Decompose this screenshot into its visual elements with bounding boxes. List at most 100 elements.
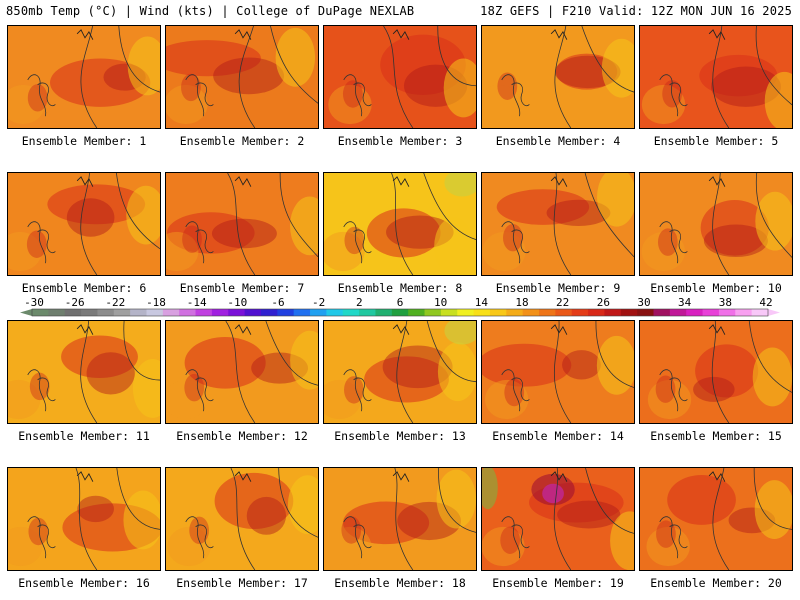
- ensemble-map-7: [165, 172, 319, 276]
- colorbar-swatch: [146, 309, 164, 316]
- ensemble-map-14: [481, 320, 635, 424]
- colorbar-swatch: [735, 309, 753, 316]
- ensemble-member-label-9: Ensemble Member: 9: [495, 281, 621, 295]
- colorbar-swatch: [604, 309, 622, 316]
- colorbar-tick-label: 42: [759, 296, 773, 309]
- colorbar-swatch: [228, 309, 246, 316]
- ensemble-map-12: [165, 320, 319, 424]
- ensemble-member-label-7: Ensemble Member: 7: [179, 281, 305, 295]
- ensemble-map-3: [323, 25, 477, 129]
- colorbar-swatch: [293, 309, 311, 316]
- ensemble-member-label-16: Ensemble Member: 16: [18, 576, 150, 590]
- ensemble-member-label-8: Ensemble Member: 8: [337, 281, 463, 295]
- colorbar-tick-label: 30: [637, 296, 651, 309]
- ensemble-map-19: [481, 467, 635, 571]
- ensemble-map-1: [7, 25, 161, 129]
- ensemble-member-label-4: Ensemble Member: 4: [495, 134, 621, 148]
- colorbar-tick-label: -6: [271, 296, 285, 309]
- ensemble-map-15: [639, 320, 793, 424]
- colorbar-swatch: [81, 309, 98, 316]
- colorbar-tick-label: 18: [515, 296, 529, 309]
- colorbar-swatch: [686, 309, 704, 316]
- colorbar-tick-label: -22: [105, 296, 126, 309]
- colorbar-tick-label: 14: [474, 296, 488, 309]
- ensemble-member-label-15: Ensemble Member: 15: [650, 429, 782, 443]
- colorbar-swatch: [637, 309, 655, 316]
- ensemble-map-8: [323, 172, 477, 276]
- colorbar-tick-label: 38: [718, 296, 732, 309]
- ensemble-member-label-19: Ensemble Member: 19: [492, 576, 624, 590]
- ensemble-map-10: [639, 172, 793, 276]
- ensemble-member-label-2: Ensemble Member: 2: [179, 134, 305, 148]
- colorbar-swatch: [342, 309, 360, 316]
- ensemble-member-label-17: Ensemble Member: 17: [176, 576, 308, 590]
- colorbar-swatch: [32, 309, 49, 316]
- colorbar-tick-label: -14: [186, 296, 207, 309]
- colorbar-swatch: [391, 309, 409, 316]
- colorbar-swatch: [588, 309, 605, 316]
- colorbar-swatch: [457, 309, 475, 316]
- colorbar-swatch: [260, 309, 278, 316]
- colorbar-swatch: [179, 309, 197, 316]
- colorbar-swatch: [97, 309, 115, 316]
- colorbar-tick-label: -2: [312, 296, 326, 309]
- ensemble-map-2: [165, 25, 319, 129]
- colorbar-swatch: [113, 309, 131, 316]
- ensemble-member-label-18: Ensemble Member: 18: [334, 576, 466, 590]
- ensemble-map-4: [481, 25, 635, 129]
- ensemble-member-label-13: Ensemble Member: 13: [334, 429, 466, 443]
- colorbar-swatch: [653, 309, 671, 316]
- colorbar-tick-label: -30: [24, 296, 44, 309]
- colorbar-swatch: [522, 309, 540, 316]
- colorbar-swatch: [669, 309, 687, 316]
- colorbar-tick-label: -10: [227, 296, 248, 309]
- colorbar-swatch: [195, 309, 213, 316]
- colorbar-tick-label: 2: [356, 296, 363, 309]
- colorbar-swatch: [489, 309, 507, 316]
- colorbar-swatch: [555, 309, 573, 316]
- colorbar-swatch: [162, 309, 180, 316]
- colorbar-tick-label: -26: [64, 296, 85, 309]
- colorbar-swatch: [620, 309, 638, 316]
- colorbar-swatch: [48, 309, 66, 316]
- colorbar-tick-label: 26: [596, 296, 610, 309]
- colorbar-tick-label: -18: [146, 296, 166, 309]
- colorbar-swatch: [473, 309, 491, 316]
- colorbar-swatch: [277, 309, 295, 316]
- colorbar-swatch: [702, 309, 720, 316]
- colorbar-swatch: [751, 309, 769, 316]
- colorbar-swatch: [211, 309, 229, 316]
- ensemble-map-16: [7, 467, 161, 571]
- colorbar-swatch: [506, 309, 524, 316]
- colorbar-tick-label: 10: [434, 296, 448, 309]
- ensemble-member-label-12: Ensemble Member: 12: [176, 429, 308, 443]
- ensemble-map-13: [323, 320, 477, 424]
- colorbar-swatch: [359, 309, 376, 316]
- ensemble-member-label-11: Ensemble Member: 11: [18, 429, 150, 443]
- colorbar-swatch: [539, 309, 556, 316]
- colorbar-tick-label: 22: [556, 296, 570, 309]
- colorbar-swatch: [408, 309, 426, 316]
- ensemble-map-17: [165, 467, 319, 571]
- ensemble-member-label-5: Ensemble Member: 5: [653, 134, 779, 148]
- colorbar-min-arrow: [20, 309, 32, 316]
- map-title: 850mb Temp (°C) | Wind (kts) | College o…: [6, 4, 415, 18]
- temperature-colorbar: -30 -26 -22 -18 -14 -10 -6 -2 2 6 10 14 18 22 26 30 34 38…: [0, 296, 800, 320]
- colorbar-swatch: [310, 309, 327, 316]
- ensemble-map-6: [7, 172, 161, 276]
- colorbar-swatch: [440, 309, 458, 316]
- ensemble-member-label-3: Ensemble Member: 3: [337, 134, 463, 148]
- colorbar-swatch: [64, 309, 82, 316]
- colorbar-swatch: [718, 309, 736, 316]
- ensemble-map-11: [7, 320, 161, 424]
- colorbar-max-arrow: [768, 309, 780, 316]
- ensemble-member-label-10: Ensemble Member: 10: [650, 281, 782, 295]
- ensemble-member-label-1: Ensemble Member: 1: [21, 134, 147, 148]
- colorbar-swatch: [424, 309, 442, 316]
- ensemble-member-label-6: Ensemble Member: 6: [21, 281, 147, 295]
- colorbar-scale: [20, 308, 780, 317]
- colorbar-tick-label: 6: [396, 296, 404, 309]
- colorbar-tick-label: 34: [678, 296, 692, 309]
- ensemble-map-9: [481, 172, 635, 276]
- ensemble-map-5: [639, 25, 793, 129]
